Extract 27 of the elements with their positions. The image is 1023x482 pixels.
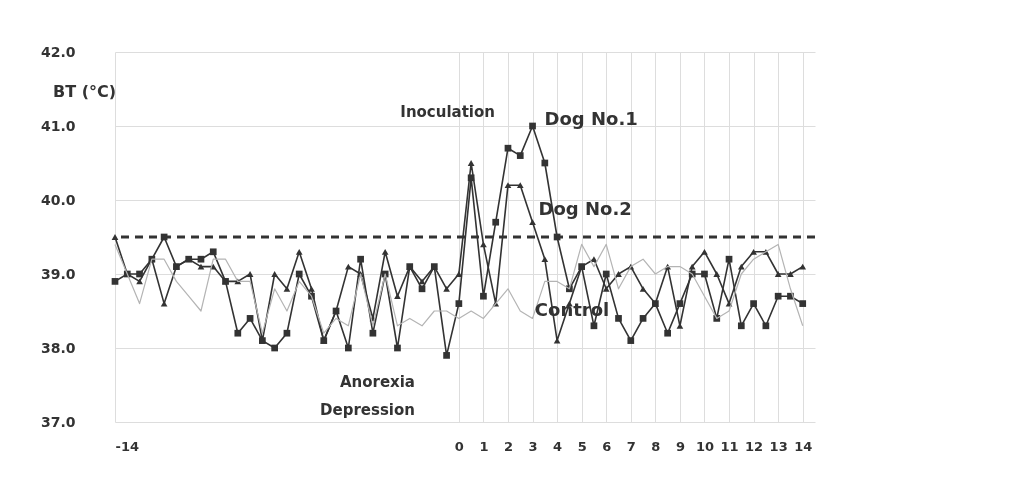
y-axis-title: BT (°C) — [53, 82, 117, 101]
series-label: Dog No.1 — [544, 108, 638, 129]
x-tick-label: 10 — [695, 438, 715, 454]
x-tick-label: 8 — [651, 438, 661, 454]
x-tick-label: 13 — [769, 438, 788, 454]
annotation: Anorexia — [339, 373, 415, 391]
x-tick-label: -14 — [115, 438, 139, 454]
x-tick-label: 7 — [626, 438, 636, 454]
x-tick-label: 3 — [528, 438, 538, 454]
annotation: Depression — [320, 401, 415, 419]
x-tick-label: 5 — [577, 438, 587, 454]
x-tick-label: 11 — [720, 438, 739, 454]
x-tick-label: 1 — [479, 438, 489, 454]
x-tick-label: 0 — [454, 438, 464, 454]
y-tick-label: 37.0 — [40, 413, 76, 430]
y-tick-label: 42.0 — [40, 43, 76, 60]
y-tick-label: 38.0 — [40, 339, 76, 356]
x-tick-label: 14 — [794, 438, 813, 454]
annotation: Inoculation — [400, 103, 495, 121]
x-tick-label: 12 — [745, 438, 764, 454]
y-tick-label: 39.0 — [40, 265, 76, 282]
y-tick-label: 41.0 — [40, 117, 76, 134]
x-tick-label: 9 — [675, 438, 685, 454]
x-tick-label: 2 — [503, 438, 514, 454]
y-tick-label: 40.0 — [40, 191, 76, 208]
x-tick-label: 4 — [553, 438, 563, 454]
x-tick-label: 6 — [602, 438, 612, 454]
